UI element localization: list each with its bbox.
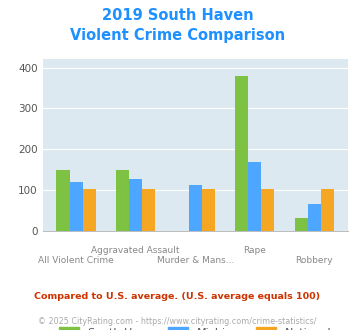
Text: 2019 South Haven: 2019 South Haven xyxy=(102,8,253,23)
Text: © 2025 CityRating.com - https://www.cityrating.com/crime-statistics/: © 2025 CityRating.com - https://www.city… xyxy=(38,317,317,326)
Text: Murder & Mans...: Murder & Mans... xyxy=(157,256,234,265)
Text: Robbery: Robbery xyxy=(296,256,333,265)
Text: Aggravated Assault: Aggravated Assault xyxy=(92,246,180,255)
Bar xyxy=(248,162,261,231)
Text: All Violent Crime: All Violent Crime xyxy=(38,256,114,265)
Text: Compared to U.S. average. (U.S. average equals 100): Compared to U.S. average. (U.S. average … xyxy=(34,292,321,301)
Bar xyxy=(56,170,70,231)
Bar xyxy=(70,182,83,231)
Text: Rape: Rape xyxy=(244,246,266,255)
Bar xyxy=(295,218,308,231)
Bar xyxy=(142,189,155,231)
Bar xyxy=(116,170,129,231)
Bar xyxy=(235,76,248,231)
Bar xyxy=(308,204,321,231)
Bar xyxy=(129,179,142,231)
Bar xyxy=(202,189,215,231)
Bar xyxy=(189,185,202,231)
Bar xyxy=(83,189,96,231)
Legend: South Haven, Michigan, National: South Haven, Michigan, National xyxy=(54,322,336,330)
Bar xyxy=(261,189,274,231)
Bar xyxy=(321,189,334,231)
Text: Violent Crime Comparison: Violent Crime Comparison xyxy=(70,28,285,43)
